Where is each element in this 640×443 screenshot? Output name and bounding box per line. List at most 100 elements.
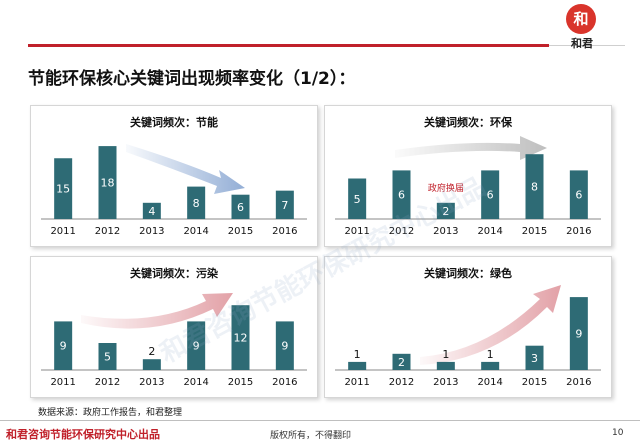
- data-label: 9: [575, 328, 582, 341]
- data-source-note: 数据来源：政府工作报告，和君整理: [38, 408, 183, 418]
- bar-2016: [275, 321, 294, 370]
- bar-2011: [348, 361, 367, 370]
- logo-seal-icon: 和: [566, 4, 596, 34]
- bar-2016: [275, 190, 294, 219]
- header-divider: [549, 45, 625, 46]
- tick-label: 2015: [228, 226, 253, 237]
- bar-2011: [348, 178, 367, 219]
- tick-label: 2015: [522, 226, 547, 237]
- bar-2015: [231, 305, 250, 370]
- bar-2014: [481, 361, 500, 370]
- tick-label: 2012: [95, 226, 120, 237]
- tick-label: 2012: [389, 377, 414, 388]
- chart-annotation: 政府换届: [428, 182, 464, 194]
- data-label: 9: [60, 340, 67, 353]
- footer-divider: [0, 420, 640, 421]
- tick-label: 2012: [389, 226, 414, 237]
- tick-label: 2014: [477, 377, 502, 388]
- chart-jieneng: 关键词频次：节能 15 2011 18 2012 4 2013 8 2014 6 2015 7 2016: [41, 115, 307, 237]
- tick-label: 2016: [272, 226, 297, 237]
- bar-2014: [187, 186, 206, 219]
- bar-2011: [54, 321, 73, 370]
- data-label: 8: [193, 197, 200, 210]
- logo-name: 和君: [571, 37, 593, 50]
- data-label: 4: [148, 205, 155, 218]
- tick-label: 2013: [139, 226, 164, 237]
- tick-label: 2016: [566, 226, 591, 237]
- data-label: 1: [442, 348, 449, 361]
- data-label: 1: [354, 348, 361, 361]
- header-accent-line: [28, 44, 549, 47]
- bar-2012: [98, 343, 117, 370]
- tick-label: 2011: [344, 226, 369, 237]
- data-label: 6: [398, 189, 405, 202]
- chart-lvse: 关键词频次：绿色 1 2011 2 2012 1 2013 1 2014 3 2015 9 2016: [335, 266, 601, 388]
- bar-2013: [142, 359, 161, 370]
- chart-panel-wuran: 关键词频次：污染 9 2011 5 2012 2 2013 9 2014 12 2015 9 2016: [30, 256, 318, 398]
- tick-label: 2013: [433, 226, 458, 237]
- chart-panel-huanbao: 关键词频次：环保 5 2011 6 2012 2 2013 6 2014 8 2015 6 2016 政府…: [324, 105, 612, 247]
- page-number: 10: [612, 428, 624, 438]
- tick-label: 2011: [50, 377, 75, 388]
- bar-2016: [569, 170, 588, 219]
- chart-title: 关键词频次：绿色: [424, 266, 512, 280]
- bar-2012: [392, 170, 411, 219]
- data-label: 6: [487, 189, 494, 202]
- data-label: 6: [575, 189, 582, 202]
- trend-arrow-icon: [395, 136, 547, 160]
- tick-label: 2016: [566, 377, 591, 388]
- footer-org: 和君咨询节能环保研究中心出品: [6, 428, 160, 441]
- chart-huanbao: 关键词频次：环保 5 2011 6 2012 2 2013 6 2014 8 2015 6 2016 政府…: [335, 115, 601, 237]
- data-label: 15: [56, 183, 70, 196]
- bar-2013: [142, 202, 161, 219]
- bar-2014: [481, 170, 500, 219]
- tick-label: 2015: [522, 377, 547, 388]
- bar-2012: [392, 353, 411, 370]
- bar-2011: [54, 158, 73, 219]
- bar-2013: [436, 202, 455, 219]
- tick-label: 2013: [433, 377, 458, 388]
- chart-title: 关键词频次：污染: [130, 266, 219, 280]
- chart-title: 关键词频次：环保: [424, 115, 513, 129]
- data-label: 5: [354, 193, 361, 206]
- bar-2015: [525, 345, 544, 370]
- page-title: 节能环保核心关键词出现频率变化（1/2）：: [28, 69, 356, 89]
- data-label: 9: [281, 340, 288, 353]
- tick-label: 2014: [477, 226, 502, 237]
- data-label: 9: [193, 340, 200, 353]
- chart-panel-lvse: 关键词频次：绿色 1 2011 2 2012 1 2013 1 2014 3 2015 9 2016: [324, 256, 612, 398]
- data-label: 7: [281, 199, 288, 212]
- bar-2015: [525, 154, 544, 219]
- data-label: 6: [237, 201, 244, 214]
- bar-2016: [569, 297, 588, 370]
- chart-panel-jieneng: 关键词频次：节能 15 2011 18 2012 4 2013 8 2014 6 2015 7 2016: [30, 105, 318, 247]
- tick-label: 2016: [272, 377, 297, 388]
- data-label: 18: [101, 177, 115, 190]
- tick-label: 2014: [183, 377, 208, 388]
- bar-2012: [98, 146, 117, 219]
- logo: 和 和君: [560, 4, 604, 50]
- bar-2013: [436, 361, 455, 370]
- trend-arrow-icon: [126, 144, 245, 194]
- data-label: 2: [148, 345, 155, 358]
- data-label: 5: [104, 351, 111, 364]
- tick-label: 2011: [344, 377, 369, 388]
- data-label: 2: [442, 205, 449, 218]
- tick-label: 2014: [183, 226, 208, 237]
- chart-wuran: 关键词频次：污染 9 2011 5 2012 2 2013 9 2014 12 2015 9 2016: [41, 266, 307, 388]
- bar-2014: [187, 321, 206, 370]
- chart-title: 关键词频次：节能: [130, 115, 218, 129]
- data-label: 8: [531, 181, 538, 194]
- data-label: 2: [398, 356, 405, 369]
- trend-arrow-icon: [81, 293, 233, 329]
- tick-label: 2011: [50, 226, 75, 237]
- tick-label: 2012: [95, 377, 120, 388]
- footer-copyright: 版权所有，不得翻印: [270, 431, 352, 441]
- trend-arrow-icon: [420, 285, 561, 365]
- data-label: 3: [531, 352, 538, 365]
- data-label: 12: [234, 332, 248, 345]
- bar-2015: [231, 194, 250, 219]
- tick-label: 2015: [228, 377, 253, 388]
- data-label: 1: [487, 348, 494, 361]
- tick-label: 2013: [139, 377, 164, 388]
